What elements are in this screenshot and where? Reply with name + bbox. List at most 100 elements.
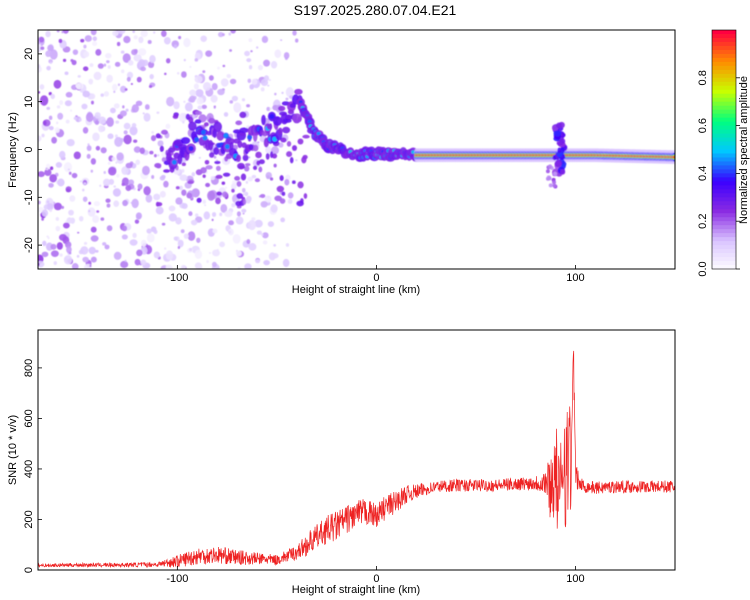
colorbar-axis: 0.0 0.2 0.4 0.6 0.8 <box>697 70 740 277</box>
disturbance-blob <box>553 130 562 137</box>
scatter-blob <box>237 266 241 269</box>
scatter-blob <box>173 236 178 241</box>
scatter-blob <box>94 120 100 125</box>
scatter-blob <box>172 114 179 119</box>
scatter-blob <box>80 38 85 43</box>
scatter-blob <box>161 30 167 37</box>
scatter-blob <box>246 58 252 63</box>
colorbar-cell <box>712 189 736 194</box>
scatter-blob <box>121 225 128 232</box>
scatter-blob <box>228 220 234 226</box>
scatter-blob <box>46 106 51 110</box>
scatter-blob <box>51 136 57 144</box>
scatter-blob <box>222 191 228 198</box>
y-tick-label: 400 <box>23 460 35 478</box>
scatter-blob <box>216 191 223 196</box>
scatter-blob <box>59 253 63 257</box>
scatter-blob <box>201 104 207 110</box>
scatter-blob <box>263 59 270 67</box>
scatter-blob <box>220 78 229 87</box>
scatter-blob <box>90 169 94 173</box>
scatter-blob <box>82 126 89 134</box>
chart-title: S197.2025.280.07.04.E21 <box>294 2 457 18</box>
scatter-blob <box>104 244 110 250</box>
scatter-blob <box>46 65 51 71</box>
colorbar-cell <box>712 30 736 35</box>
scatter-blob <box>248 38 253 43</box>
scatter-blob <box>242 154 249 162</box>
colorbar-cell <box>712 221 736 226</box>
scatter-blob <box>206 259 209 264</box>
scatter-blob <box>41 251 49 258</box>
x-tick-label: 100 <box>566 272 584 284</box>
disturbance-blob <box>548 183 553 188</box>
scatter-blob <box>155 206 164 215</box>
scatter-blob <box>82 256 89 263</box>
scatter-blob <box>291 180 296 184</box>
scatter-blob <box>242 198 247 205</box>
disturbance-blob <box>558 121 565 129</box>
scatter-blob <box>70 59 74 62</box>
colorbar-cell <box>712 113 736 119</box>
y-tick-label: -10 <box>23 189 35 205</box>
scatter-blob <box>178 35 182 40</box>
y-tick-label: 10 <box>23 96 35 108</box>
scatter-blob <box>211 212 217 218</box>
scatter-blob <box>65 91 73 98</box>
scatter-blob <box>159 145 164 153</box>
scatter-blob <box>181 168 185 173</box>
scatter-blob <box>231 95 239 102</box>
scatter-blob <box>106 117 114 127</box>
scatter-blob <box>133 146 141 153</box>
scatter-blob <box>135 159 141 166</box>
colorbar-cell <box>712 177 736 182</box>
scatter-blob <box>113 251 122 260</box>
snr-y-label: SNR (10 * v/v) <box>7 415 19 485</box>
scatter-blob <box>282 126 291 134</box>
scatter-blob <box>229 100 234 104</box>
scatter-blob <box>100 217 105 221</box>
colorbar-cell <box>712 81 736 87</box>
scatter-blob <box>140 66 146 72</box>
scatter-blob <box>183 100 186 104</box>
scatter-blob <box>133 49 138 54</box>
colorbar-cell <box>712 105 736 111</box>
colorbar-gradient <box>712 30 736 270</box>
scatter-blob <box>88 246 96 255</box>
disturbance-blob <box>545 169 550 174</box>
scatter-blob <box>49 174 57 183</box>
scatter-blob <box>95 249 99 253</box>
scatter-blob <box>295 159 298 162</box>
colorbar-cell <box>712 153 736 159</box>
scatter-blob <box>163 169 171 173</box>
scatter-blob <box>181 203 188 210</box>
colorbar-cell <box>712 225 736 230</box>
scatter-blob <box>189 65 192 69</box>
scatter-blob <box>50 250 59 258</box>
colorbar-label: Normalized spectral amplitude <box>738 76 750 224</box>
colorbar-cell <box>712 161 736 167</box>
colorbar-cell <box>712 33 736 39</box>
scatter-blob <box>38 43 42 47</box>
scatter-blob <box>229 78 237 85</box>
scatter-blob <box>122 199 128 207</box>
scatter-blob <box>113 200 120 207</box>
colorbar-tick-label: 0.0 <box>697 261 709 276</box>
scatter-blob <box>92 215 100 224</box>
scatter-blob <box>134 219 140 224</box>
scatter-blob <box>200 35 207 42</box>
colorbar-cell <box>712 193 736 198</box>
rising-tone-blob <box>292 113 302 124</box>
scatter-blob <box>281 191 286 196</box>
spectrogram-x-axis: -100 0 100 <box>166 265 585 284</box>
scatter-blob <box>183 233 189 239</box>
scatter-blob <box>208 117 216 124</box>
scatter-blob <box>168 205 176 212</box>
scatter-blob <box>175 217 182 225</box>
scatter-blob <box>270 204 278 213</box>
scatter-blob <box>228 32 232 36</box>
scatter-blob <box>163 36 171 45</box>
scatter-blob <box>143 186 151 196</box>
scatter-blob <box>211 82 218 91</box>
colorbar-cell <box>712 165 736 171</box>
